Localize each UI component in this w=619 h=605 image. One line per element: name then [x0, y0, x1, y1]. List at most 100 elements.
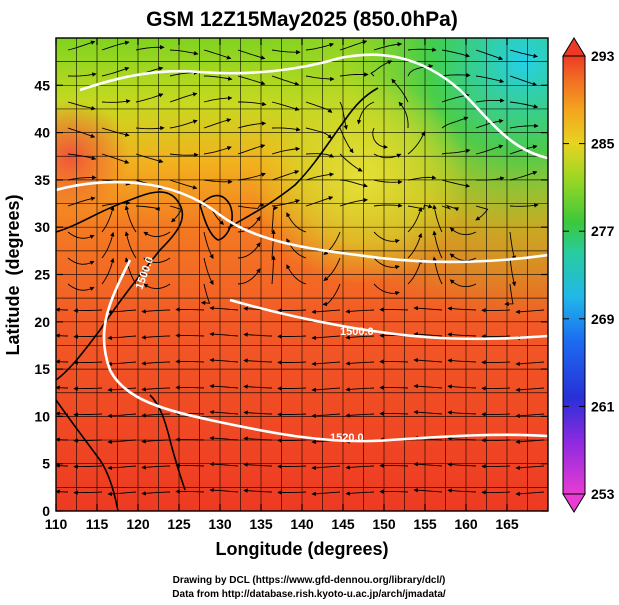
streamline: [107, 413, 137, 419]
streamline: [73, 412, 103, 417]
streamline: [515, 413, 545, 419]
streamline: [67, 231, 95, 239]
streamline: [175, 437, 205, 442]
streamline: [67, 175, 97, 181]
streamline: [305, 101, 333, 113]
streamline: [209, 409, 239, 415]
streamline: [271, 146, 301, 155]
streamline: [305, 42, 335, 51]
streamline: [141, 309, 171, 314]
coastline-indochina: [56, 399, 119, 511]
streamline: [339, 179, 368, 188]
streamline: [101, 231, 115, 259]
contour-mid: [56, 180, 548, 264]
streamline: [322, 283, 341, 307]
streamline: [373, 153, 402, 159]
streamline: [509, 170, 538, 181]
streamline: [237, 75, 266, 86]
y-tick-label: 35: [34, 172, 50, 188]
x-tick-label: 160: [454, 516, 478, 532]
streamline: [345, 465, 375, 470]
streamline: [67, 196, 96, 207]
contour-north: [79, 53, 548, 160]
colorbar-tick-label: 261: [591, 398, 615, 414]
streamline: [101, 66, 130, 77]
streamline: [101, 153, 130, 164]
streamline: [345, 309, 375, 314]
x-tick-label: 110: [45, 516, 68, 532]
streamline: [277, 308, 307, 313]
footer-data-source: Data from http://database.rish.kyoto-u.a…: [172, 589, 446, 600]
x-axis: 110 115 120 125 130 135 140 145 150 155 160 165: [45, 38, 519, 532]
streamline: [124, 205, 137, 233]
streamline: [373, 257, 400, 270]
streamline: [509, 257, 517, 287]
streamline: [56, 437, 69, 442]
streamline: [56, 463, 69, 468]
streamline: [339, 40, 368, 51]
streamline: [169, 205, 183, 223]
streamline: [203, 95, 233, 103]
streamline: [373, 231, 400, 244]
streamline: [515, 439, 545, 445]
streamline: [203, 75, 233, 81]
streamline: [447, 488, 477, 493]
streamline: [107, 361, 137, 367]
y-tick-label: 30: [34, 219, 50, 235]
streamline: [56, 333, 69, 338]
y-tick-label: 15: [34, 361, 50, 377]
streamline: [509, 231, 517, 261]
streamline: [271, 170, 300, 181]
streamline: [243, 410, 273, 415]
streamline: [475, 49, 504, 61]
streamline: [515, 309, 545, 315]
contour-label-1520: 1520.0: [330, 432, 364, 444]
streamline: [107, 465, 137, 471]
streamline: [373, 179, 403, 185]
streamline: [391, 78, 409, 103]
streamline: [515, 387, 545, 393]
streamline: [271, 199, 301, 207]
streamline: [67, 72, 97, 77]
colorbar-gradient: [562, 55, 586, 495]
streamline: [203, 118, 232, 129]
streamline: [311, 413, 341, 419]
streamline: [370, 60, 393, 77]
streamline: [277, 490, 307, 495]
streamline: [339, 72, 369, 77]
streamline: [373, 203, 403, 208]
streamline: [372, 127, 388, 150]
streamline: [203, 231, 214, 260]
streamline: [237, 268, 261, 285]
streamline: [271, 101, 300, 111]
streamline: [475, 98, 505, 103]
streamline: [107, 335, 137, 341]
streamline: [73, 360, 103, 365]
streamline: [56, 385, 69, 390]
streamline: [124, 231, 137, 259]
streamline: [271, 75, 300, 86]
streamline: [73, 386, 103, 391]
streamline: [311, 387, 341, 393]
streamline: [209, 487, 239, 493]
streamline: [475, 176, 505, 181]
streamline: [243, 462, 273, 467]
colorbar-tick-label: 253: [591, 486, 615, 502]
streamline: [509, 123, 539, 129]
streamline: [441, 179, 471, 188]
streamline: [101, 99, 131, 104]
streamlines: [56, 40, 545, 497]
streamline: [243, 358, 273, 363]
streamline: [124, 257, 137, 285]
streamline: [135, 205, 160, 212]
streamline: [413, 461, 443, 467]
streamline: [209, 435, 239, 441]
streamline: [243, 488, 273, 493]
streamline: [237, 216, 261, 233]
x-tick-label: 120: [126, 516, 150, 532]
streamline: [107, 491, 137, 497]
streamline: [509, 75, 538, 87]
streamline: [209, 383, 239, 389]
streamline: [67, 257, 95, 265]
